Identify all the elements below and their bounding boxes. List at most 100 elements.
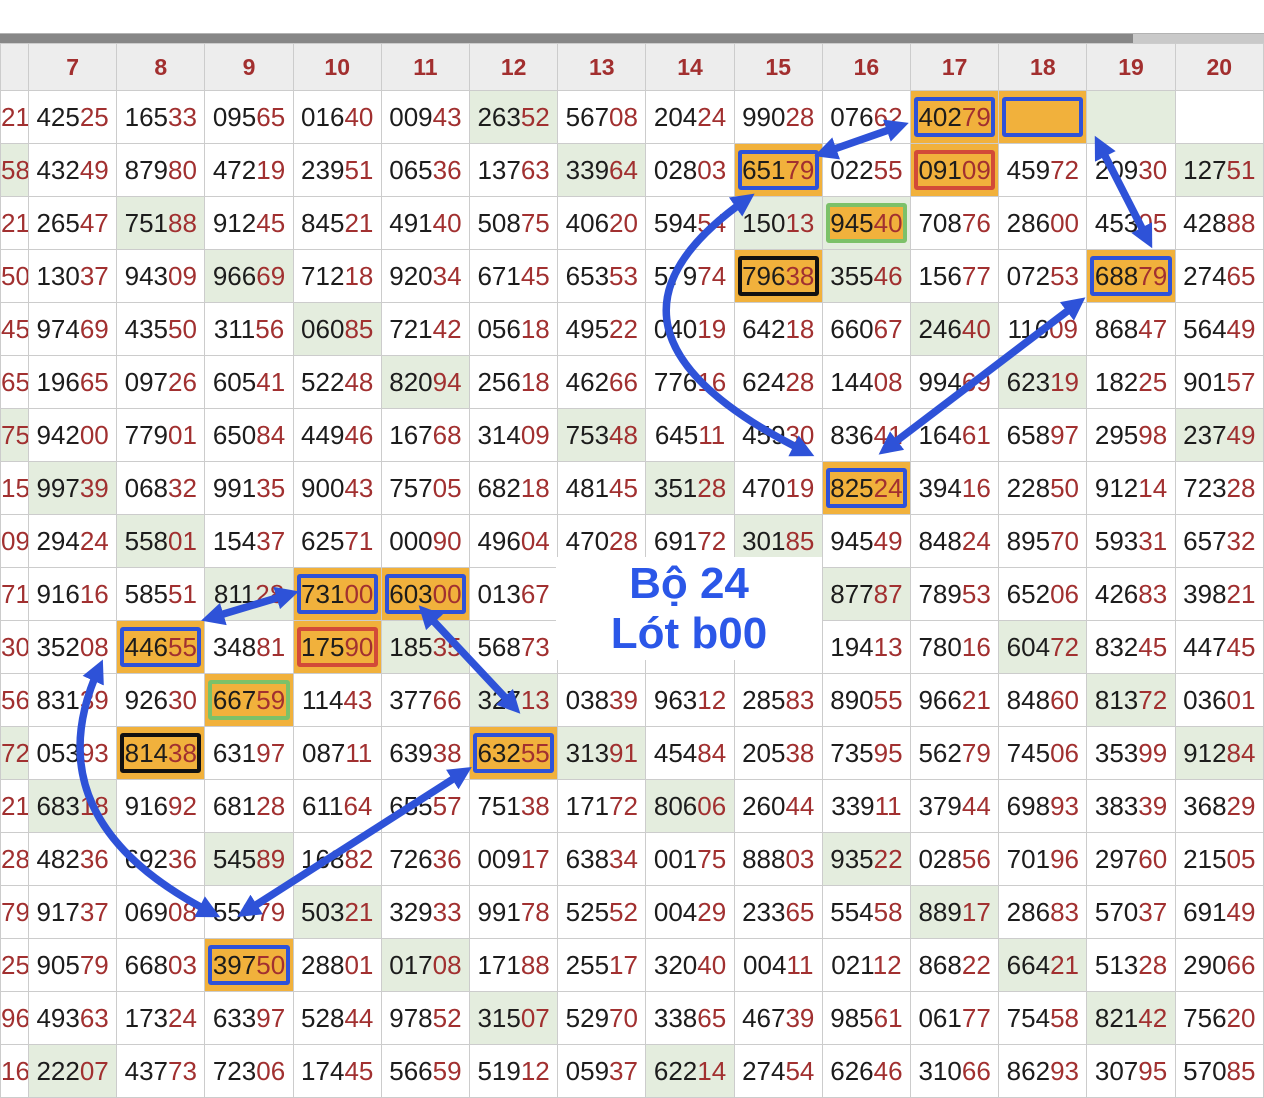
- grid-cell: 31507: [469, 991, 559, 1045]
- grid-row-8: 15 99739 06832 99135 90043 75705 68218 48145 351…: [0, 461, 1264, 515]
- grid-cell: 26547: [27, 196, 118, 250]
- grid-cell: 94309: [116, 249, 206, 303]
- grid-cell: 18535: [380, 620, 471, 674]
- grid-row-16: 79 91737 06908 55079 50321 32933 99178 52552 004…: [0, 885, 1264, 939]
- grid-cell: 57974: [645, 249, 735, 303]
- grid-cell-fragment: 25: [0, 938, 29, 992]
- grid-row-5: 45 97469 43550 31156 06085 72142 05618 49522 040…: [0, 302, 1264, 356]
- grid-cell: 52970: [557, 991, 647, 1045]
- grid-cell: 29424: [27, 514, 118, 568]
- grid-cell: 20424: [645, 90, 735, 144]
- highlight-box-green: 945 40: [825, 203, 908, 243]
- grid-cell: 62646: [821, 1044, 912, 1098]
- grid-cell: 24640: [910, 302, 1000, 356]
- grid-cell: 68128: [204, 779, 294, 833]
- highlighted-cell: 402 79: [910, 90, 1000, 144]
- column-header-17: 17: [910, 43, 1000, 91]
- grid-cell: 65084: [204, 408, 294, 462]
- grid-cell: 46266: [557, 355, 647, 409]
- grid-cell: 30795: [1086, 1044, 1176, 1098]
- grid-cell: 55801: [116, 514, 206, 568]
- grid-cell: 02856: [910, 832, 1000, 886]
- grid-cell: 75188: [116, 196, 206, 250]
- grid-cell: 62319: [998, 355, 1088, 409]
- grid-cell: 72328: [1174, 461, 1264, 515]
- grid-row-4: 50 13037 94309 96669 71218 92034 67145 65353 579…: [0, 249, 1264, 303]
- grid-cell: 22207: [27, 1044, 118, 1098]
- grid-cell: 83641: [821, 408, 912, 462]
- grid-cell: 91737: [27, 885, 118, 939]
- horizontal-scrollbar[interactable]: [0, 33, 1264, 43]
- grid-cell: 72636: [380, 832, 471, 886]
- grid-cell: 75620: [1174, 991, 1264, 1045]
- grid-cell: 72142: [380, 302, 471, 356]
- grid-cell: 08711: [292, 726, 382, 780]
- grid-cell: 06085: [292, 302, 382, 356]
- column-header-16: 16: [821, 43, 912, 91]
- highlight-box-blue: 632 55: [473, 733, 555, 773]
- grid-cell: 67145: [469, 249, 559, 303]
- grid-cell: 57085: [1174, 1044, 1264, 1098]
- grid-cell: 86847: [1086, 302, 1176, 356]
- grid-cell: 96312: [645, 673, 735, 727]
- grid-cell: 35546: [821, 249, 912, 303]
- grid-cell-fragment: 50: [0, 249, 29, 303]
- grid-cell: 32933: [380, 885, 471, 939]
- grid-row-17: 25 90579 66803 397 50 28801 01708 17188 25517 320…: [0, 938, 1264, 992]
- grid-cell: 66421: [998, 938, 1088, 992]
- grid-cell: 91245: [204, 196, 294, 250]
- grid-cell: 11443: [292, 673, 382, 727]
- grid-cell-fragment: 58: [0, 143, 29, 197]
- grid-cell: 88917: [910, 885, 1000, 939]
- grid-cell: 75705: [380, 461, 471, 515]
- grid-cell: 89570: [998, 514, 1088, 568]
- grid-cell: 31409: [469, 408, 559, 462]
- grid-cell: 32040: [645, 938, 735, 992]
- grid-row-12: 56 83139 92630 667 59 11443 37766 32713 03839 963…: [0, 673, 1264, 727]
- grid-cell: 65557: [380, 779, 471, 833]
- highlighted-cell: 688 79: [1086, 249, 1176, 303]
- highlight-box-blue: 651 79: [737, 150, 819, 190]
- grid-cell: 13763: [469, 143, 559, 197]
- grid-cell: 23749: [1174, 408, 1264, 462]
- grid-cell: 04019: [645, 302, 735, 356]
- grid-cell: 60472: [998, 620, 1088, 674]
- highlight-box-black: 814 38: [120, 733, 202, 773]
- grid-cell: 28683: [998, 885, 1088, 939]
- grid-cell: 21505: [1174, 832, 1264, 886]
- grid-cell: 83139: [27, 673, 118, 727]
- grid-cell: 43773: [116, 1044, 206, 1098]
- grid-cell: 05618: [469, 302, 559, 356]
- grid-cell: 31066: [910, 1044, 1000, 1098]
- grid-cell: 00175: [645, 832, 735, 886]
- highlight-box-blue: 446 55: [120, 627, 202, 667]
- grid-cell: 40620: [557, 196, 647, 250]
- grid-cell: 84521: [292, 196, 382, 250]
- grid-cell: 56708: [557, 90, 647, 144]
- grid-cell: 01640: [292, 90, 382, 144]
- grid-cell: 63938: [380, 726, 471, 780]
- grid-cell-fragment: 21: [0, 779, 29, 833]
- grid-row-15: 28 48236 69236 54589 16882 72636 00917 63834 001…: [0, 832, 1264, 886]
- grid-cell: 84824: [910, 514, 1000, 568]
- grid-cell-fragment: 45: [0, 302, 29, 356]
- grid-cell: 16768: [380, 408, 471, 462]
- grid-cell: 23365: [733, 885, 823, 939]
- grid-cell: 50321: [292, 885, 382, 939]
- grid-cell: 16461: [910, 408, 1000, 462]
- highlighted-cell: 091 09: [910, 143, 1000, 197]
- grid-cell: 42525: [27, 90, 118, 144]
- scrollbar-thumb[interactable]: [0, 34, 1133, 43]
- grid-cell: 50875: [469, 196, 559, 250]
- grid-cell-fragment: 65: [0, 355, 29, 409]
- highlighted-cell: 446 55: [116, 620, 206, 674]
- grid-cell: 70196: [998, 832, 1088, 886]
- grid-row-1: 21 42525 16533 09565 01640 00943 26352 56708 204…: [0, 90, 1264, 144]
- grid-cell: 89055: [821, 673, 912, 727]
- grid-cell: 45484: [645, 726, 735, 780]
- grid-cell: 81372: [1086, 673, 1176, 727]
- grid-cell: [1086, 90, 1176, 144]
- grid-cell: 92034: [380, 249, 471, 303]
- grid-cell: 25618: [469, 355, 559, 409]
